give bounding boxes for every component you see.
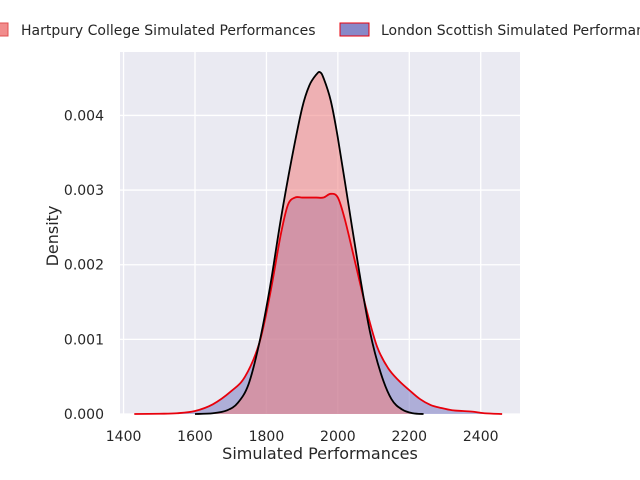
density-line-london-scottish (134, 192, 503, 415)
y-tick-label: 0.001 (64, 332, 104, 348)
legend-swatch-london-scottish (339, 22, 370, 37)
x-tick-labels: 1400 1600 1800 2000 2200 2400 (106, 429, 499, 445)
legend-swatch-hartpury (0, 22, 9, 37)
legend-label-hartpury: Hartpury College Simulated Performances (21, 23, 316, 39)
y-tick-labels: 0.000 0.001 0.002 0.003 0.004 (64, 108, 104, 423)
x-tick-label: 1600 (177, 429, 213, 445)
legend-label-london-scottish: London Scottish Simulated Performances (381, 23, 640, 39)
density-area-hartpury (195, 71, 424, 414)
x-tick-label: 2000 (320, 429, 356, 445)
x-tick-label: 2400 (463, 429, 499, 445)
y-tick-label: 0.004 (64, 108, 104, 124)
x-axis-title: Simulated Performances (222, 444, 418, 463)
y-tick-label: 0.002 (64, 258, 104, 274)
legend: Hartpury College Simulated Performances … (0, 22, 640, 39)
x-tick-label: 1800 (249, 429, 285, 445)
y-axis-title: Density (43, 206, 62, 267)
x-tick-label: 2200 (391, 429, 427, 445)
series-layer (134, 71, 503, 415)
density-line-hartpury (194, 71, 424, 415)
y-tick-label: 0.000 (64, 407, 104, 423)
y-tick-label: 0.003 (64, 183, 104, 199)
x-tick-label: 1400 (106, 429, 142, 445)
